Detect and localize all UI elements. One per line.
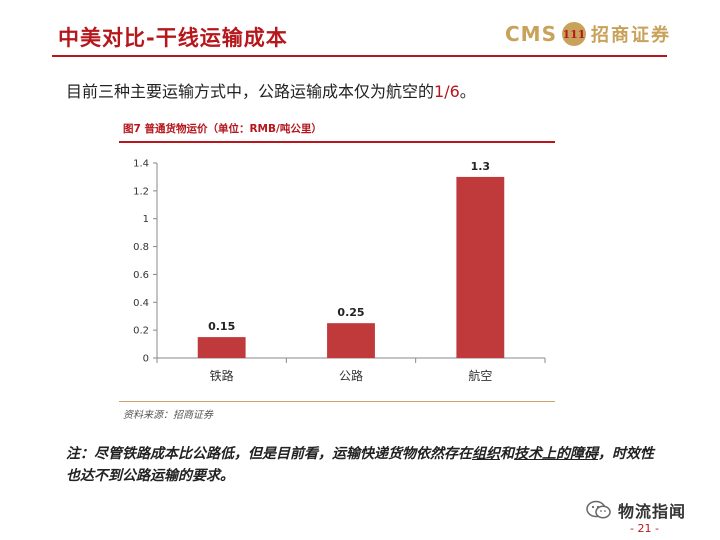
y-tick-label: 0.2 (133, 326, 149, 337)
note-underline-1: 组织 (472, 446, 500, 462)
slide-title: 中美对比-干线运输成本 (58, 26, 288, 50)
footer-brand: 物流指闻 (586, 498, 686, 522)
x-tick-label: 铁路 (210, 368, 234, 383)
x-tick-label: 航空 (468, 368, 492, 383)
slide-subtitle: 目前三种主要运输方式中，公路运输成本仅为航空的1/6。 (66, 78, 476, 102)
note-underline-2: 技术上的障碍 (514, 446, 598, 462)
bar (327, 323, 375, 358)
page-number: - 21 - (630, 522, 659, 535)
figure-source: 资料来源：招商证券 (123, 410, 213, 421)
y-tick-label: 0.6 (133, 270, 149, 281)
subtitle-end: 。 (459, 82, 476, 101)
bar (456, 176, 505, 358)
logo-cn-text: 招商证券 (590, 25, 671, 46)
logo-cms-text: CMS (505, 22, 557, 46)
note-lead: 注： (66, 446, 94, 462)
footnote: 注：尽管铁路成本比公路低，但是目前看，运输快递货物依然存在组织和技术上的障碍，时… (66, 443, 666, 487)
figure-bottom-rule (119, 401, 555, 402)
footer-brand-text: 物流指闻 (618, 502, 687, 521)
y-tick-label: 1.2 (133, 186, 149, 197)
data-label: 0.25 (337, 306, 364, 319)
y-tick-label: 1 (143, 214, 149, 225)
y-tick-label: 0.8 (133, 242, 149, 253)
figure-title-rule (119, 141, 555, 143)
note-part1: 尽管铁路成本比公路低，但是目前看，运输快递货物依然存在 (94, 446, 472, 462)
bar-chart: 0 0.2 0.4 0.6 0.8 1 1.2 1.4 0.15 铁路 0.25 公路 1.3 航空 (133, 159, 546, 383)
figure-title: 图7 普通货物运价（单位：RMB/吨公里） (123, 123, 322, 135)
data-label: 0.15 (208, 320, 235, 333)
title-divider (52, 55, 667, 57)
y-tick-label: 0.4 (133, 298, 149, 309)
figure-panel: 图7 普通货物运价（单位：RMB/吨公里） 0 0.2 0.4 0.6 0.8 1 1.2 1… (115, 115, 557, 425)
note-part3: ，时效性也达不到公路运输的要求。 (66, 446, 654, 484)
note-part2: 和 (500, 446, 514, 462)
logo-mark-icon: 111 (561, 22, 586, 46)
wechat-icon (586, 500, 611, 519)
y-tick-label: 1.4 (133, 159, 149, 170)
data-label: 1.3 (471, 160, 491, 173)
y-tick-label: 0 (143, 354, 149, 365)
logo-mark-text: 111 (562, 27, 586, 41)
bar (197, 337, 246, 358)
subtitle-highlight: 1/6 (434, 82, 460, 101)
x-tick-label: 公路 (339, 368, 363, 383)
subtitle-main: 目前三种主要运输方式中，公路运输成本仅为航空的 (66, 82, 435, 101)
cms-logo: CMS 111 招商证券 (505, 20, 671, 48)
